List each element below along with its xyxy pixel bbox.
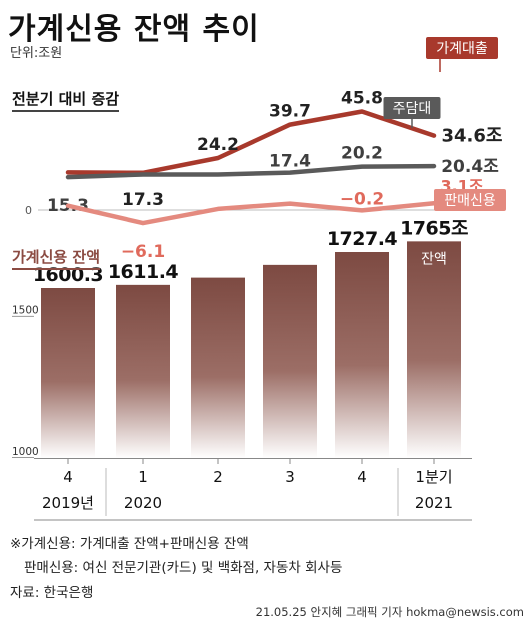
bar-label-5: 1765조 — [400, 217, 468, 239]
zero-tick-label: 0 — [25, 204, 32, 217]
bar-label-4: 1727.4 — [327, 228, 398, 250]
series-line-1 — [65, 163, 437, 180]
x-tick-label-1: 1 — [138, 468, 148, 486]
series-badge-0 — [426, 37, 498, 59]
data-label-2-4: −0.2 — [340, 189, 384, 209]
credit-line: 21.05.25 안지혜 그래픽 기자 hokma@newsis.com — [255, 605, 524, 619]
x-tick-label-3: 3 — [285, 468, 295, 486]
bottom-chart-title: 가계신용 잔액 — [12, 246, 101, 270]
data-label-0-5: 34.6조 — [442, 126, 503, 147]
x-year-label-0: 2019년 — [42, 494, 94, 512]
data-label-0-3: 39.7 — [269, 102, 311, 122]
data-label-0-1: 17.3 — [122, 190, 164, 210]
bar-5 — [407, 241, 461, 458]
note-sales-credit: 판매신용: 여신 전문기관(카드) 및 백화점, 자동차 회사등 — [24, 560, 343, 576]
x-tick-label-2: 2 — [213, 468, 223, 486]
data-label-1-4: 20.2 — [341, 144, 383, 164]
x-year-label-5: 2021 — [415, 494, 453, 512]
bar-3 — [263, 264, 317, 458]
data-label-1-5: 20.4조 — [441, 157, 499, 177]
bar-label-1: 1611.4 — [108, 261, 179, 283]
ytick-label-1000: 1000 — [12, 446, 39, 458]
series-name-1: 주담대 — [393, 101, 432, 117]
top-chart-title: 전분기 대비 증감 — [12, 88, 120, 112]
data-label-2-1: −6.1 — [121, 242, 165, 262]
data-label-0-4: 45.8 — [341, 89, 383, 109]
series-badge-2 — [434, 189, 506, 211]
series-line-2 — [65, 201, 437, 226]
bar-1 — [116, 284, 170, 458]
series-name-2: 판매신용 — [444, 193, 496, 209]
ytick-label-1500: 1500 — [12, 304, 39, 316]
series-badge-1 — [383, 97, 441, 119]
bar-inner-label: 잔액 — [421, 251, 447, 267]
page-title: 가계신용 잔액 추이 — [8, 12, 260, 47]
unit-label: 단위:조원 — [10, 46, 63, 61]
series-name-0: 가계대출 — [436, 41, 488, 57]
data-label-0-2: 24.2 — [197, 135, 239, 155]
x-tick-label-5: 1분기 — [415, 468, 452, 486]
bar-0 — [41, 288, 95, 458]
x-tick-label-0: 4 — [63, 468, 73, 486]
data-label-1-3: 17.4 — [269, 152, 311, 172]
note-definition: ※가계신용: 가계대출 잔액+판매신용 잔액 — [10, 536, 249, 552]
x-tick-label-4: 4 — [357, 468, 367, 486]
source-note: 자료: 한국은행 — [10, 585, 94, 601]
x-year-label-1: 2020 — [124, 494, 162, 512]
bar-4 — [335, 252, 389, 458]
bar-2 — [191, 277, 245, 458]
